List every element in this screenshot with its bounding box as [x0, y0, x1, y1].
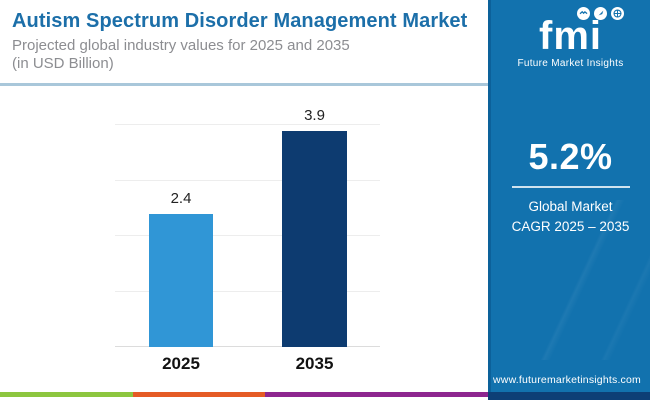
handshake-icon [577, 7, 590, 20]
website-url[interactable]: www.futuremarketinsights.com [493, 374, 641, 386]
header: Autism Spectrum Disorder Management Mark… [0, 0, 490, 73]
cagr-label-line-2: CAGR 2025 – 2035 [511, 218, 630, 234]
chart-section: Autism Spectrum Disorder Management Mark… [0, 0, 490, 373]
bar-2035 [282, 130, 347, 347]
fmi-logo: fmi Future Market Insights [491, 7, 650, 69]
x-axis-label: 2025 [162, 354, 200, 373]
logo-icons [491, 7, 650, 20]
gridline [115, 346, 380, 347]
bar-value-label: 3.9 [304, 106, 325, 124]
bar-2025 [149, 213, 213, 347]
x-axis-label: 2035 [295, 354, 334, 373]
cagr-value: 5.2% [528, 136, 613, 177]
cagr-divider [511, 186, 630, 188]
cagr-block: 5.2% Global Market CAGR 2025 – 2035 [491, 136, 650, 236]
bar-group-2035: 3.9 2035 [282, 107, 347, 373]
bar-value-label: 2.4 [170, 189, 192, 207]
gridline [115, 179, 380, 181]
bar-group-2025: 2.4 2025 [149, 125, 213, 373]
gridline [115, 290, 380, 292]
page-title: Autism Spectrum Disorder Management Mark… [12, 10, 468, 32]
plot-area: 2.4 2025 3.9 2035 [115, 107, 380, 373]
footer-strip-navy [488, 392, 650, 400]
footer-strip-green [0, 392, 133, 397]
subtitle-line-2: (in USD Billion) [12, 55, 114, 72]
subtitle-line-1: Projected global industry values for 202… [12, 37, 350, 54]
logo-wordmark: fmi [539, 14, 602, 58]
footer-strip-purple [265, 392, 488, 397]
rocket-icon [594, 7, 607, 20]
header-divider [0, 83, 490, 86]
globe-icon [611, 7, 624, 20]
logo-company-name: Future Market Insights [517, 57, 624, 69]
gridline [115, 124, 380, 125]
footer-strip [0, 392, 650, 400]
footer-strip-orange [133, 392, 265, 397]
gridline [115, 235, 380, 236]
brand-panel: fmi Future Market Insights 5.2% Global M… [488, 0, 650, 400]
cagr-label-line-1: Global Market [528, 199, 613, 214]
